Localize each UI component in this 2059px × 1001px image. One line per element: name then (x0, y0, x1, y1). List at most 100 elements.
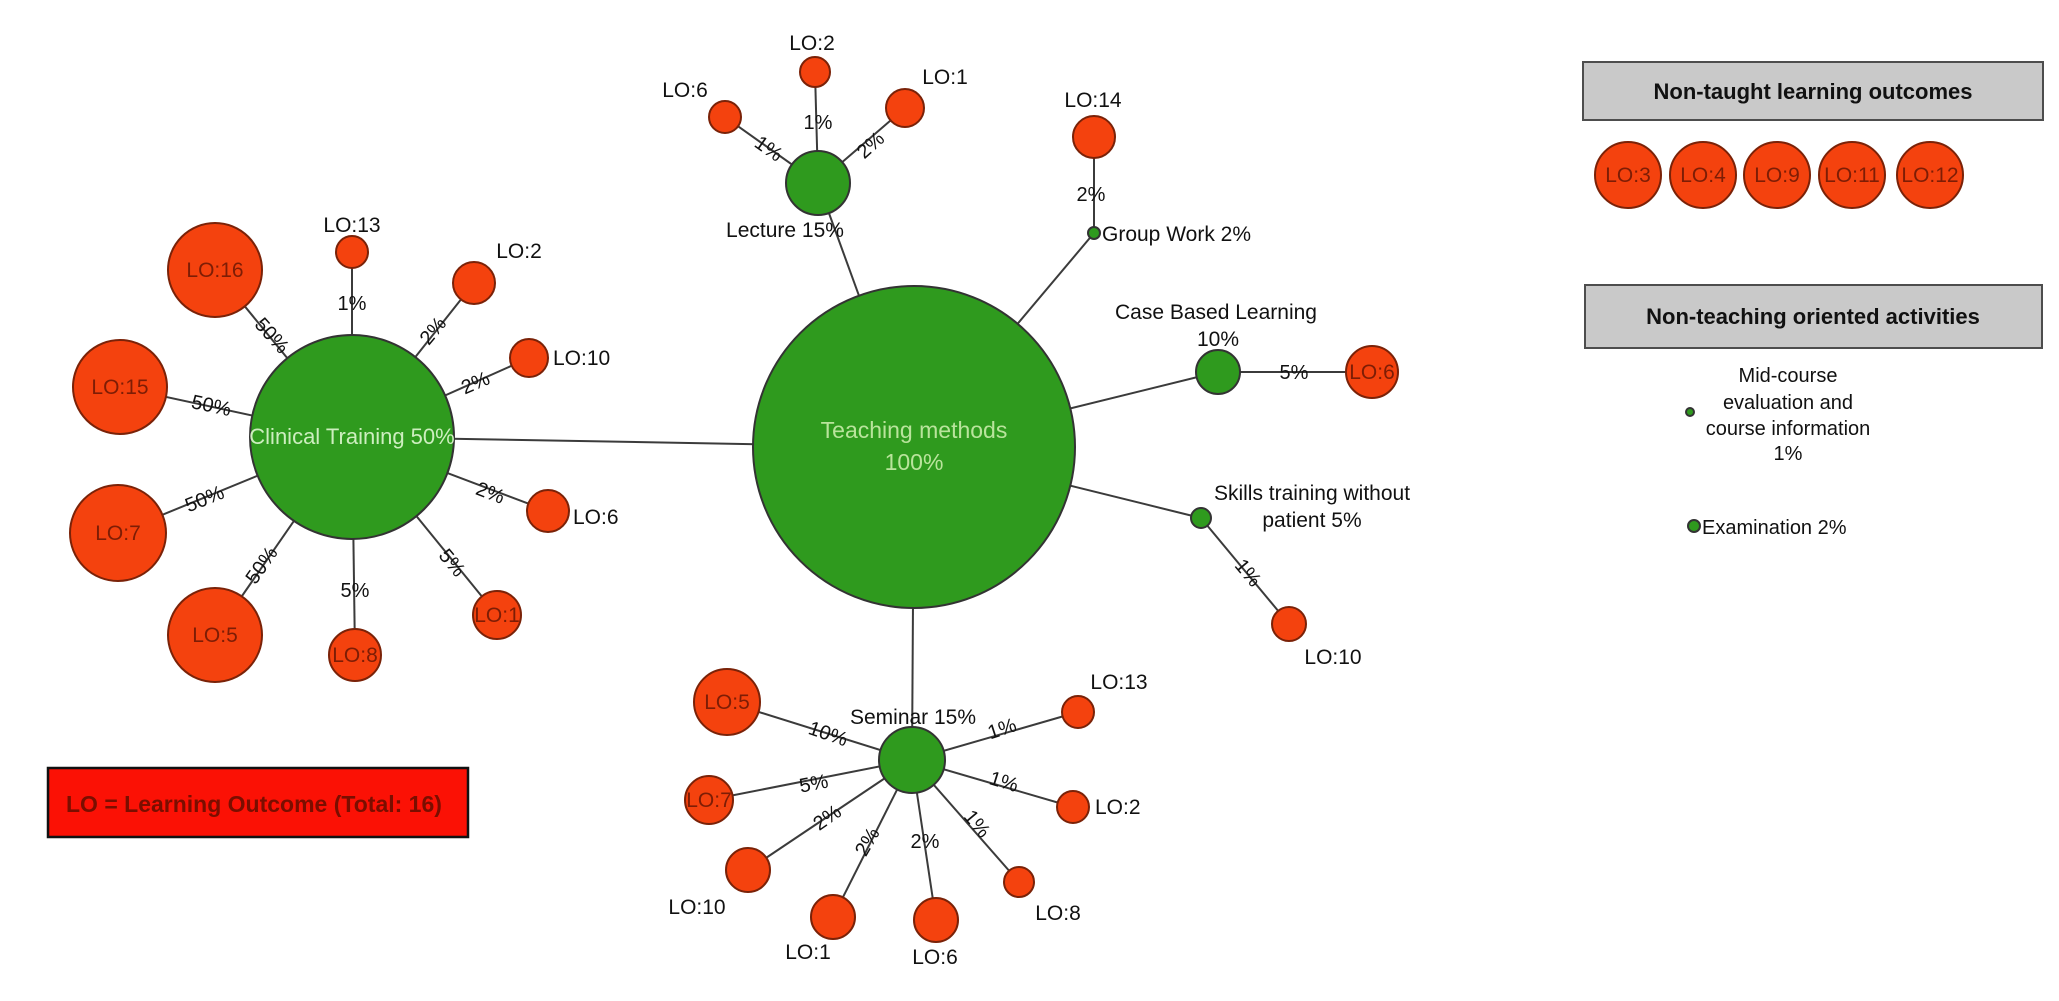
clinical-lo15-pct: 50% (189, 391, 233, 421)
legend-label: LO = Learning Outcome (Total: 16) (66, 791, 442, 817)
lecture-lo1-circle (885, 88, 925, 128)
nontaught-lo9-circle (1743, 141, 1811, 209)
seminar-lo13-pct: 1% (985, 714, 1019, 744)
clinical-lo13-pct: 1% (338, 293, 367, 315)
skills-lo10-label: LO:10 (1304, 646, 1361, 669)
seminar-lo10-circle (725, 847, 771, 893)
clinical-lo8-pct: 5% (341, 580, 370, 602)
nontaught-lo11-circle (1818, 141, 1886, 209)
nontaught-lo4-circle (1669, 141, 1737, 209)
clinical-lo7-label: LO:7 (95, 522, 141, 545)
clinical-lo13-label: LO:13 (323, 214, 380, 237)
teaching-methods-label-line1: Teaching methods (821, 417, 1008, 443)
clinical-lo16-circle (167, 222, 263, 318)
lecture-lo2-circle (799, 56, 831, 88)
seminar-lo10-label: LO:10 (668, 896, 725, 919)
casebased-label-line1: Case Based Learning (1115, 301, 1317, 324)
clinical-lo7-circle (69, 484, 167, 582)
non-taught-title: Non-taught learning outcomes (1654, 79, 1973, 104)
edge-seminar-lo7 (708, 759, 913, 801)
edge-skills-lo10 (1200, 517, 1290, 625)
midcourse-label-line1: Mid-course (1739, 365, 1838, 387)
seminar-lo10-pct: 2% (809, 801, 845, 836)
midcourse-label-line4: 1% (1774, 443, 1803, 465)
center-node: Teaching methods 100% (752, 285, 1076, 609)
seminar-lo2-label: LO:2 (1095, 796, 1141, 819)
skills-cluster: Skills training without patient 5% LO:10… (1190, 482, 1410, 669)
clinical-training-label: Clinical Training 50% (249, 424, 454, 449)
midcourse-label-line2: evaluation and (1723, 392, 1853, 414)
clinical-lo10-pct: 2% (458, 368, 493, 400)
non-taught-title-box (1582, 61, 2044, 121)
nontaught-lo12-label: LO:12 (1901, 164, 1958, 187)
seminar-lo1-label: LO:1 (785, 941, 831, 964)
lecture-label: Lecture 15% (726, 219, 844, 242)
seminar-lo8-pct: 1% (959, 806, 995, 842)
skills-label-line2: patient 5% (1262, 509, 1361, 532)
nontaught-lo3-label: LO:3 (1605, 164, 1651, 187)
lecture-cluster: Lecture 15% LO:6 1% LO:2 1% LO:1 2% (662, 32, 968, 242)
lecture-lo6-label: LO:6 (662, 79, 708, 102)
non-taught-panel: Non-taught learning outcomes LO:3 LO:4 L… (1582, 61, 2044, 209)
casebased-lo6-circle (1345, 345, 1399, 399)
clinical-lo15-circle (72, 339, 168, 435)
lecture-lo1-pct: 2% (853, 128, 889, 164)
examination-label: Examination 2% (1702, 517, 1847, 539)
casebased-cluster: Case Based Learning 10% LO:6 5% (1115, 301, 1399, 399)
casebased-circle (1195, 349, 1241, 395)
skills-lo10-circle (1271, 606, 1307, 642)
casebased-lo6-label: LO:6 (1349, 361, 1395, 384)
seminar-lo5-label: LO:5 (704, 691, 750, 714)
seminar-lo6-pct: 2% (911, 831, 940, 853)
non-teaching-title: Non-teaching oriented activities (1646, 304, 1980, 329)
groupwork-lo14-label: LO:14 (1064, 89, 1122, 112)
skills-label-line1: Skills training without (1214, 482, 1410, 505)
groupwork-lo14-pct: 2% (1077, 184, 1106, 206)
clinical-lo13-circle (335, 235, 369, 269)
lecture-lo2-label: LO:2 (789, 32, 835, 55)
lecture-lo6-pct: 1% (750, 132, 786, 167)
clinical-lo15-label: LO:15 (91, 376, 148, 399)
seminar-label: Seminar 15% (850, 706, 976, 729)
clinical-lo2-label: LO:2 (496, 240, 542, 263)
clinical-lo8-label: LO:8 (332, 644, 378, 667)
groupwork-dot (1087, 226, 1101, 240)
seminar-circle (878, 726, 946, 794)
nontaught-lo3-circle (1594, 141, 1662, 209)
seminar-lo2-pct: 1% (987, 768, 1021, 798)
seminar-lo1-pct: 2% (851, 824, 885, 860)
clinical-lo6-circle (526, 489, 570, 533)
clinical-lo10-label: LO:10 (553, 347, 610, 370)
clinical-lo8-circle (328, 628, 382, 682)
seminar-lo13-circle (1061, 695, 1095, 729)
non-teaching-panel: Non-teaching oriented activities Mid-cou… (1584, 284, 2043, 539)
seminar-lo7-pct: 5% (798, 771, 831, 798)
clinical-lo1-label: LO:1 (474, 604, 520, 627)
clinical-lo5-circle (167, 587, 263, 683)
clinical-lo6-pct: 2% (473, 478, 508, 509)
skills-dot (1190, 507, 1212, 529)
nontaught-lo4-label: LO:4 (1680, 164, 1726, 187)
seminar-lo1-circle (810, 894, 856, 940)
clinical-lo16-label: LO:16 (186, 259, 243, 282)
seminar-lo2-circle (1056, 790, 1090, 824)
seminar-lo6-label: LO:6 (912, 946, 958, 969)
clinical-lo2-circle (452, 261, 496, 305)
clinical-training-circle (249, 334, 455, 540)
groupwork-cluster: Group Work 2% LO:14 2% (1064, 89, 1251, 246)
clinical-cluster: Clinical Training 50% LO:16 50% LO:13 1%… (69, 214, 619, 683)
non-teaching-title-box (1584, 284, 2043, 349)
casebased-lo6-pct: 5% (1280, 362, 1309, 384)
legend-box (46, 766, 470, 839)
seminar-cluster: Seminar 15% LO:5 10% LO:7 5% LO:10 2% LO… (668, 668, 1148, 969)
seminar-lo7-label: LO:7 (686, 789, 732, 812)
groupwork-lo14-circle (1072, 115, 1116, 159)
seminar-lo5-pct: 10% (805, 717, 850, 751)
clinical-lo6-label: LO:6 (573, 506, 619, 529)
lecture-lo1-label: LO:1 (922, 66, 968, 89)
casebased-label-line2: 10% (1197, 328, 1239, 351)
nontaught-lo9-label: LO:9 (1754, 164, 1800, 187)
seminar-lo8-label: LO:8 (1035, 902, 1081, 925)
